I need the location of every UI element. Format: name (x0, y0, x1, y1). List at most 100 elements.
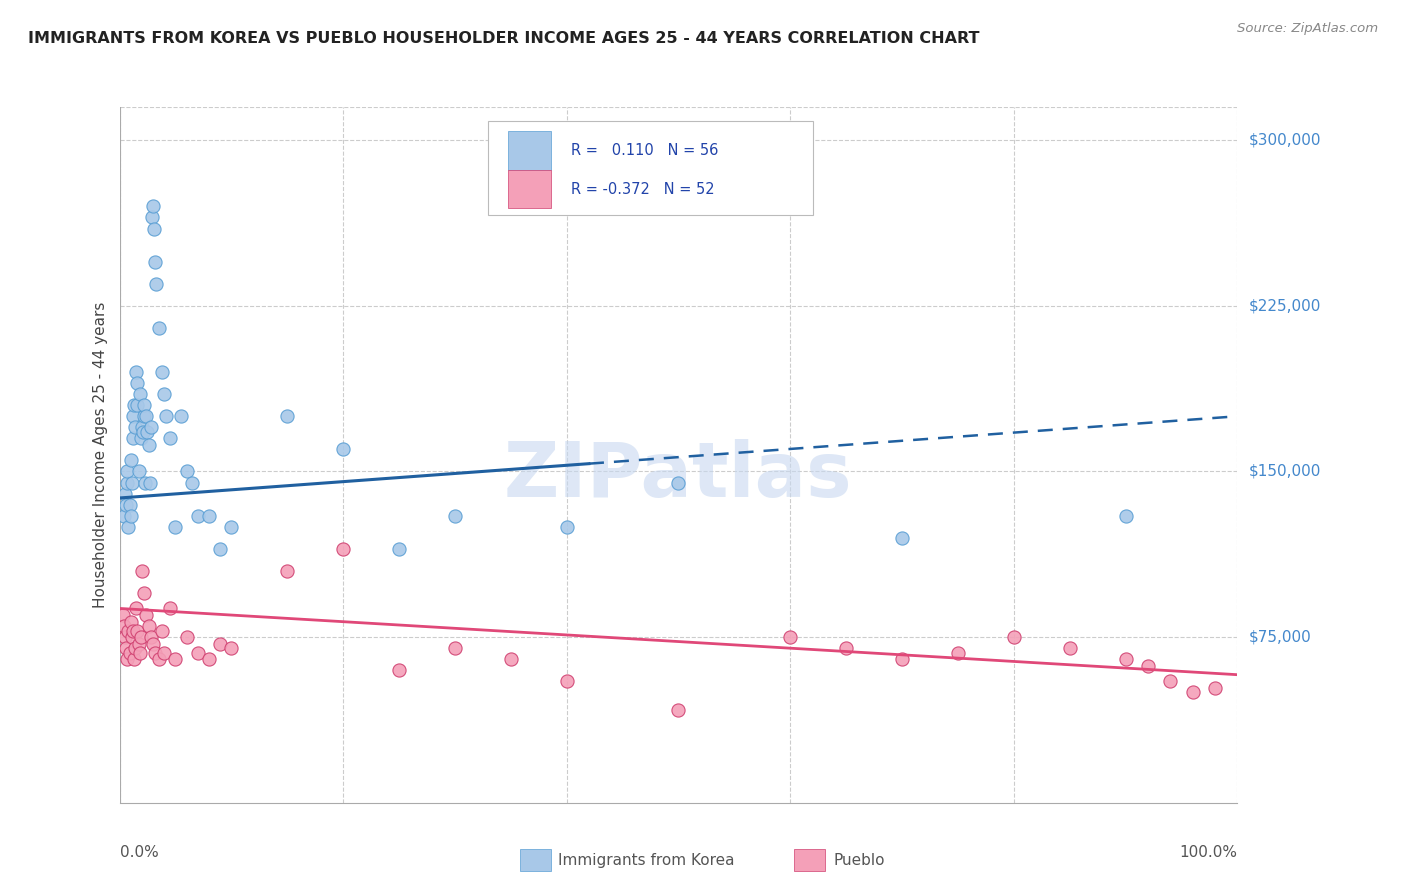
Point (150, 624, 173, 638)
Point (891, 531, 914, 545)
Point (129, 431, 152, 445)
Point (131, 564, 153, 578)
Text: $150,000: $150,000 (1249, 464, 1320, 479)
Point (666, 475, 689, 490)
Point (388, 541, 411, 556)
Point (165, 519, 187, 533)
Point (1059, 641, 1081, 656)
Point (138, 475, 160, 490)
Point (112, 619, 135, 633)
Point (555, 674, 578, 689)
Point (122, 431, 145, 445)
Point (134, 475, 156, 490)
Point (122, 652, 145, 666)
Point (219, 519, 243, 533)
Point (118, 498, 141, 512)
Point (141, 211, 163, 225)
Point (139, 630, 162, 644)
Text: 100.0%: 100.0% (1180, 845, 1237, 860)
Point (127, 376, 149, 391)
Point (181, 475, 204, 490)
Point (143, 221, 166, 235)
Y-axis label: Householder Income Ages 25 - 44 years: Householder Income Ages 25 - 44 years (93, 301, 108, 608)
Point (117, 519, 139, 533)
Point (1204, 681, 1226, 695)
Point (209, 541, 232, 556)
FancyBboxPatch shape (509, 131, 551, 169)
Point (128, 387, 150, 401)
Point (1002, 630, 1025, 644)
Point (115, 641, 138, 656)
Point (117, 624, 139, 638)
Point (946, 646, 969, 660)
Text: Source: ZipAtlas.com: Source: ZipAtlas.com (1237, 22, 1378, 36)
Point (159, 431, 181, 445)
Point (114, 486, 136, 500)
Point (125, 601, 148, 615)
Point (121, 630, 143, 644)
Point (143, 254, 166, 268)
Point (443, 508, 465, 523)
Point (121, 475, 143, 490)
Point (129, 630, 152, 644)
Text: $225,000: $225,000 (1249, 298, 1320, 313)
Point (332, 541, 354, 556)
Point (666, 703, 689, 717)
Point (209, 637, 232, 651)
Point (131, 420, 153, 434)
Point (148, 652, 170, 666)
Point (142, 199, 165, 213)
Text: $300,000: $300,000 (1249, 133, 1320, 148)
FancyBboxPatch shape (509, 169, 551, 208)
Point (132, 586, 155, 600)
Point (170, 409, 193, 424)
Point (187, 508, 209, 523)
Point (139, 420, 162, 434)
Point (122, 409, 145, 424)
Point (165, 652, 187, 666)
Point (132, 409, 155, 424)
Point (138, 619, 160, 633)
Point (219, 641, 243, 656)
Point (120, 508, 142, 523)
Point (388, 663, 411, 677)
Point (111, 608, 134, 623)
Point (136, 425, 159, 439)
Point (124, 420, 146, 434)
Point (1136, 658, 1159, 673)
Point (142, 637, 165, 651)
Point (443, 641, 465, 656)
Point (124, 641, 146, 656)
Point (150, 365, 173, 379)
Text: R =   0.110   N = 56: R = 0.110 N = 56 (571, 144, 718, 159)
Point (276, 409, 298, 424)
Point (117, 465, 139, 479)
Text: Immigrants from Korea: Immigrants from Korea (558, 854, 735, 868)
Point (198, 652, 221, 666)
Point (128, 646, 150, 660)
Point (198, 508, 221, 523)
Point (153, 646, 176, 660)
Point (1115, 652, 1137, 666)
Point (1159, 674, 1181, 689)
Text: ZIPatlas: ZIPatlas (505, 439, 852, 513)
Point (117, 475, 139, 490)
Point (127, 624, 149, 638)
Point (118, 646, 141, 660)
Point (143, 646, 166, 660)
Text: Pueblo: Pueblo (834, 854, 886, 868)
Point (779, 630, 801, 644)
Point (891, 652, 914, 666)
Point (187, 646, 209, 660)
FancyBboxPatch shape (488, 121, 813, 215)
Point (145, 277, 167, 291)
Point (1181, 685, 1204, 699)
Text: $75,000: $75,000 (1249, 630, 1312, 645)
Point (499, 652, 522, 666)
Point (135, 608, 157, 623)
Text: R = -0.372   N = 52: R = -0.372 N = 52 (571, 182, 714, 196)
Point (176, 465, 198, 479)
Point (276, 564, 298, 578)
Point (1115, 508, 1137, 523)
Point (117, 652, 139, 666)
